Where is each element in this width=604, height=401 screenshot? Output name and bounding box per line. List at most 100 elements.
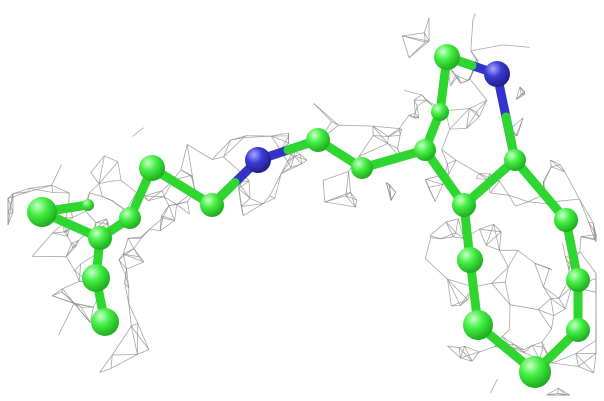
mesh-line [313,103,332,122]
mesh-line [68,192,70,205]
carbon-atom [306,128,330,152]
mesh-line [271,132,289,137]
mesh-line [447,159,457,165]
mesh-line [455,159,480,174]
mesh-line [424,32,426,43]
mesh-line [348,171,351,193]
mesh-line [345,195,356,208]
mesh-line [131,323,138,327]
mesh-line [421,94,433,106]
mesh-line [345,171,349,196]
mesh-line [452,232,457,238]
mesh-line [447,278,468,301]
mesh-line [491,266,509,284]
mesh-line [211,139,231,160]
mesh-line [441,128,451,150]
mesh-line [141,228,150,238]
mesh-line [149,228,161,232]
mesh-line [578,352,597,367]
carbon-atom [504,149,526,171]
mesh-line [479,229,487,246]
mesh-line [588,221,597,235]
mesh-line [90,155,105,173]
mesh-line [110,354,113,369]
mesh-line [491,282,511,305]
mesh-line [350,192,356,208]
mesh-line [553,308,566,316]
mesh-line [579,251,597,274]
mesh-line [550,159,566,173]
mesh-line [133,237,142,249]
mesh-line [238,188,242,207]
mesh-line [430,237,442,240]
mesh-line [52,232,68,237]
mesh-line [287,155,295,162]
mesh-line [71,243,74,248]
mesh-line [441,149,457,161]
mesh-line [414,113,419,118]
mesh-line [7,198,14,213]
mesh-line [122,253,127,270]
mesh-line [29,184,52,189]
mesh-line [558,287,572,299]
mesh-line [424,237,432,259]
mesh-line [186,144,213,160]
mesh-line [355,200,358,208]
carbon-atom [566,268,590,292]
mesh-line [168,204,177,206]
mesh-line [557,388,559,394]
carbon-atom [519,356,551,388]
mesh-line [127,238,135,249]
mesh-line [29,188,53,193]
mesh-line [241,203,263,207]
mesh-line [425,178,444,185]
mesh-line [104,155,119,163]
mesh-line [262,197,275,205]
mesh-line [448,160,457,174]
mesh-line [440,236,454,240]
mesh-line [130,326,138,355]
mesh-line [470,20,474,51]
mesh-line [186,144,193,178]
mesh-line [466,116,480,129]
mesh-line [31,232,53,257]
mesh-line [301,159,308,165]
mesh-line [294,154,301,157]
mesh-line [515,94,525,100]
mesh-line [588,221,595,239]
mesh-line [287,161,292,168]
mesh-line [447,279,452,307]
mesh-line [89,306,94,323]
mesh-line [74,263,81,271]
mesh-line [564,256,570,264]
mesh-line [102,196,113,202]
mesh-line [28,184,52,193]
mesh-line [122,238,129,255]
mesh-line [509,304,511,330]
mesh-line [513,343,525,354]
mesh-line [74,302,94,308]
mesh-line [551,166,566,173]
mesh-line [429,221,447,236]
mesh-line [489,180,500,194]
mesh-line [398,128,401,136]
mesh-line [387,143,398,149]
mesh-line [490,378,498,393]
mesh-line [99,354,113,373]
mesh-line [485,231,502,246]
mesh-line [223,140,231,158]
mesh-line [558,387,570,396]
mesh-line [66,228,70,233]
mesh-line [300,154,308,161]
mesh-line [565,287,572,309]
mesh-line [109,180,122,182]
mesh-line [388,128,402,137]
mesh-line [450,74,457,86]
mesh-line [124,283,130,304]
mesh-line [388,134,401,137]
mesh-line [7,193,14,226]
mesh-line [543,166,552,182]
carbon-atom [452,193,476,217]
mesh-line [580,236,597,241]
mesh-line [123,253,139,258]
